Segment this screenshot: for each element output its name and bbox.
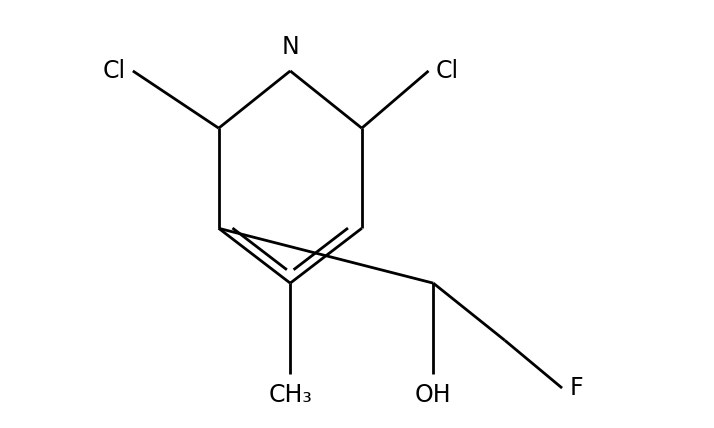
Text: OH: OH: [415, 383, 452, 407]
Text: Cl: Cl: [436, 59, 459, 83]
Text: N: N: [281, 35, 299, 59]
Text: Cl: Cl: [103, 59, 126, 83]
Text: F: F: [569, 376, 583, 400]
Text: CH₃: CH₃: [268, 383, 312, 407]
